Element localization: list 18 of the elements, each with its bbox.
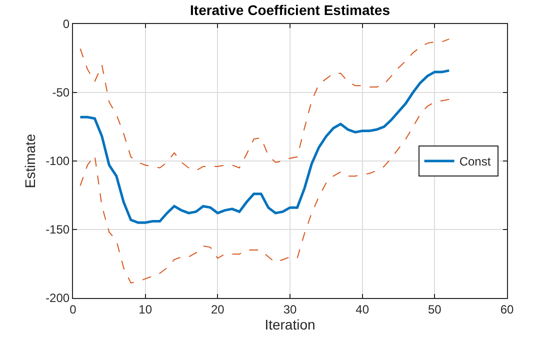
line-series <box>80 98 450 284</box>
x-tick-label: 50 <box>428 302 442 316</box>
y-tick-label: -200 <box>46 291 70 306</box>
y-tick-label: -150 <box>46 222 70 237</box>
line-series <box>78 69 450 224</box>
y-axis-title: Estimate <box>22 134 38 188</box>
y-tick-label: -50 <box>52 86 70 100</box>
x-tick-label: 20 <box>210 302 225 316</box>
line-series <box>80 38 450 172</box>
chart-title: Iterative Coefficient Estimates <box>190 2 390 18</box>
legend-label: Const <box>459 154 492 169</box>
y-tick-label: 0 <box>62 17 70 32</box>
x-tick-label: 10 <box>138 302 152 316</box>
x-tick-label: 40 <box>356 302 370 316</box>
x-tick-label: 30 <box>283 302 297 316</box>
y-tick-label: -100 <box>46 154 70 168</box>
x-tick-label: 60 <box>500 302 514 316</box>
x-axis-title: Iteration <box>264 316 316 333</box>
